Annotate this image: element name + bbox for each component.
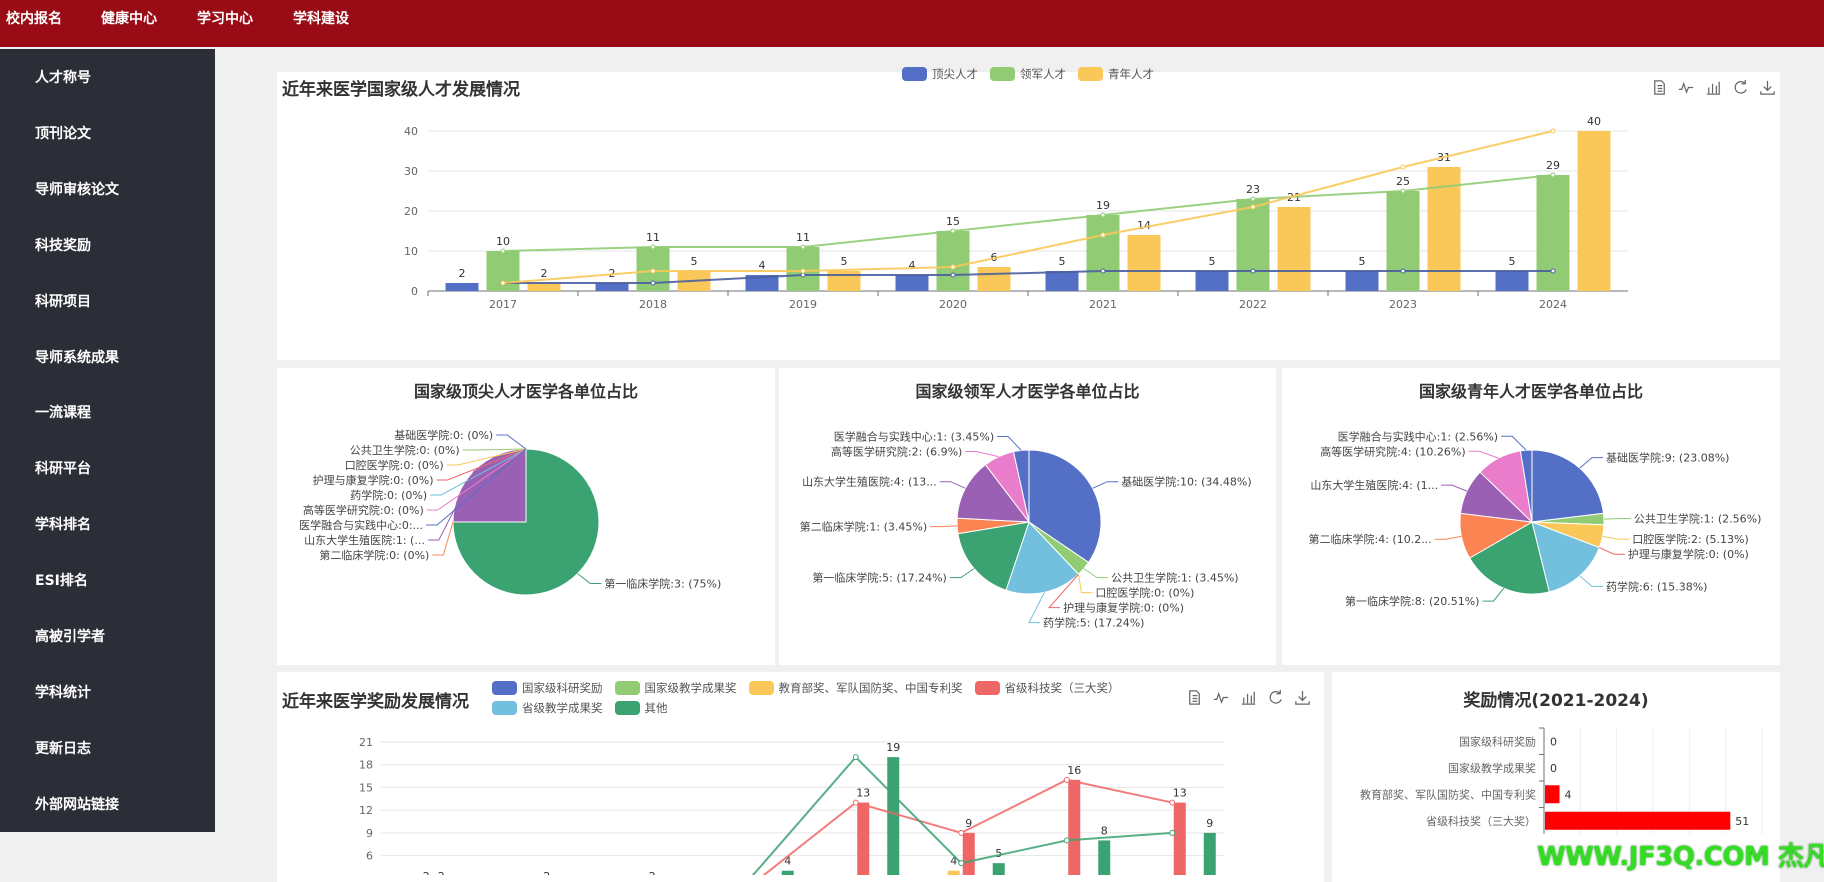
legend-swatch (614, 701, 640, 715)
sidebar-item[interactable]: 一流课程 (35, 405, 91, 422)
legend-label: 领军人才 (1020, 67, 1066, 81)
sidebar-item[interactable]: 科研项目 (35, 293, 91, 310)
awards-chart-title: 近年来医学奖励发展情况 (282, 692, 469, 712)
legend-item[interactable]: 顶尖人才 (902, 66, 978, 82)
data-view-icon[interactable] (1650, 78, 1669, 97)
legend-label: 青年人才 (1108, 67, 1154, 81)
nav-item-health-center[interactable]: 健康中心 (101, 11, 157, 27)
line-chart-icon[interactable] (1212, 688, 1231, 707)
sidebar-item[interactable]: 学科排名 (35, 517, 91, 534)
legend-item[interactable]: 教育部奖、军队国防奖、中国专利奖 (748, 680, 963, 696)
legend-item[interactable]: 国家级教学成果奖 (614, 680, 737, 696)
legend-swatch (1078, 67, 1103, 81)
legend-item[interactable]: 省级科技奖（三大奖） (974, 680, 1120, 696)
data-view-icon[interactable] (1185, 688, 1204, 707)
legend-label: 其他 (644, 701, 668, 715)
top-navigation: 校内报名 健康中心 学习中心 学科建设 (0, 0, 1824, 47)
restore-icon[interactable] (1731, 78, 1750, 97)
legend-item[interactable]: 其他 (614, 700, 668, 716)
pie-young-title: 国家级青年人才医学各单位占比 (1418, 382, 1643, 401)
bar-chart-icon[interactable] (1704, 78, 1723, 97)
pie-lead-panel: 国家级领军人才医学各单位占比 (779, 368, 1276, 665)
sidebar-item[interactable]: 人才称号 (35, 70, 91, 86)
talent-chart-panel: 近年来医学国家级人才发展情况 顶尖人才 领军人才 青年人才 (277, 67, 1780, 360)
sidebar-item[interactable]: 学科统计 (35, 684, 91, 701)
download-icon[interactable] (1758, 78, 1777, 97)
nav-item-discipline-building[interactable]: 学科建设 (293, 11, 349, 27)
sidebar: 人才称号顶刊论文导师审核论文 科技奖励科研项目导师系统成果 一流课程科研平台学科排名… (0, 49, 215, 832)
legend-item[interactable]: 青年人才 (1078, 66, 1154, 82)
sidebar-item[interactable]: 导师系统成果 (35, 349, 119, 366)
restore-icon[interactable] (1266, 688, 1285, 707)
award-summary-title: 奖励情况(2021-2024) (1463, 691, 1649, 711)
award-summary-panel: 奖励情况(2021-2024) (1332, 672, 1780, 882)
sidebar-item[interactable]: 外部网站链接 (35, 796, 119, 813)
legend-label: 顶尖人才 (932, 67, 978, 81)
legend-item[interactable]: 省级教学成果奖 (492, 700, 603, 716)
sidebar-item[interactable]: 导师审核论文 (35, 181, 119, 198)
pie-top-title: 国家级顶尖人才医学各单位占比 (413, 382, 638, 401)
nav-item-registration[interactable]: 校内报名 (6, 11, 62, 27)
legend-item[interactable]: 领军人才 (990, 66, 1066, 82)
nav-item-learning-center[interactable]: 学习中心 (197, 11, 253, 27)
legend-label: 国家级科研奖励 (522, 681, 603, 695)
legend-swatch (990, 67, 1015, 81)
sidebar-item[interactable]: 高被引学者 (35, 629, 105, 645)
awards-chart-legend: 国家级科研奖励 国家级教学成果奖 教育部奖、军队国防奖、中国专利奖 省级科技奖（三大奖… (492, 680, 1172, 716)
download-icon[interactable] (1293, 688, 1312, 707)
pie-top-panel: 国家级顶尖人才医学各单位占比 (277, 368, 775, 665)
legend-swatch (492, 701, 517, 715)
sidebar-item[interactable]: 科研平台 (35, 461, 91, 478)
legend-label: 国家级教学成果奖 (644, 681, 737, 695)
talent-chart-toolbox (1650, 78, 1777, 97)
legend-swatch (748, 681, 774, 695)
legend-swatch (614, 681, 640, 695)
line-chart-icon[interactable] (1677, 78, 1696, 97)
awards-chart-toolbox (1185, 688, 1312, 707)
bar-chart-icon[interactable] (1239, 688, 1258, 707)
talent-chart-legend: 顶尖人才 领军人才 青年人才 (902, 66, 1166, 82)
legend-label: 省级教学成果奖 (522, 701, 603, 715)
watermark: WWW.JF3Q.COM 杰凡IT (1537, 842, 1824, 872)
sidebar-item[interactable]: ESI排名 (35, 573, 88, 590)
legend-swatch (902, 67, 927, 81)
legend-label: 教育部奖、军队国防奖、中国专利奖 (778, 681, 963, 695)
legend-item[interactable]: 国家级科研奖励 (492, 680, 603, 696)
sidebar-item[interactable]: 顶刊论文 (35, 125, 91, 142)
legend-swatch (974, 681, 1000, 695)
legend-swatch (492, 681, 517, 695)
sidebar-item[interactable]: 科技奖励 (35, 237, 91, 254)
pie-lead-title: 国家级领军人才医学各单位占比 (915, 382, 1140, 401)
sidebar-item[interactable]: 更新日志 (35, 740, 91, 757)
pie-young-panel: 国家级青年人才医学各单位占比 (1282, 368, 1780, 665)
awards-chart-panel: 近年来医学奖励发展情况 国家级科研奖励 国家级教学成果奖 教育部奖、军队国防奖、中国… (277, 672, 1324, 882)
legend-label: 省级科技奖（三大奖） (1004, 681, 1120, 695)
talent-chart-title: 近年来医学国家级人才发展情况 (282, 80, 520, 100)
